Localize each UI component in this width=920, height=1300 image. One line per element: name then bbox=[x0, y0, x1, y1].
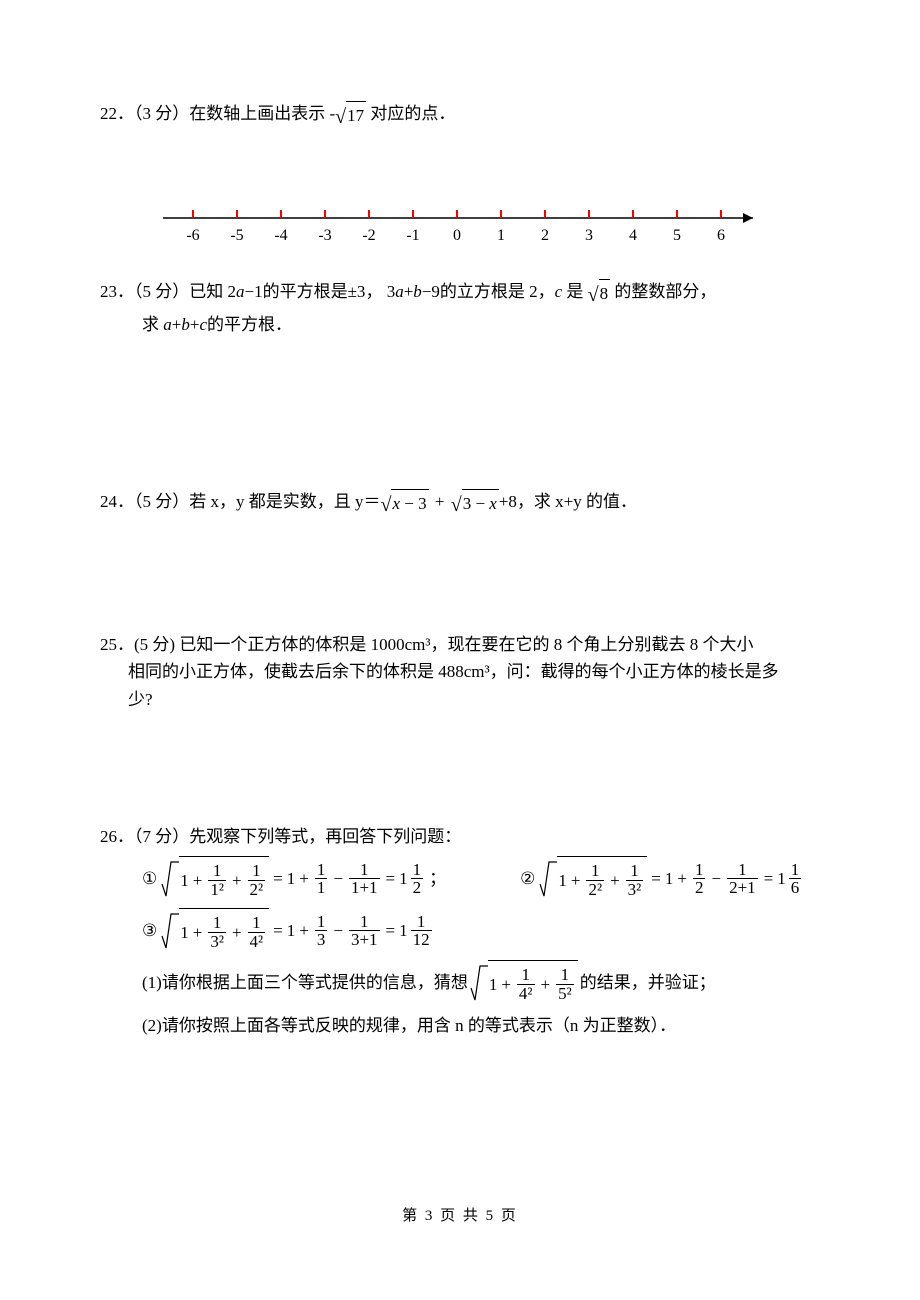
q24-seg2: ，求 x+y 的值． bbox=[517, 492, 637, 511]
q26-sub2: (2)请你按照上面各等式反映的规律，用含 n 的等式表示（n 为正整数）． bbox=[100, 1012, 825, 1039]
question-26: 26．（7 分）先观察下列等式，再回答下列问题： ① 1+ 11² + 12² … bbox=[100, 823, 825, 1039]
q26-sub1-label: (1) bbox=[142, 969, 162, 996]
svg-text:-1: -1 bbox=[406, 227, 419, 244]
q25-number: 25． bbox=[100, 635, 134, 654]
q26-sub1-before: 请你根据上面三个等式提供的信息，猜想 bbox=[162, 969, 468, 996]
sqrt-8: √8 bbox=[588, 279, 610, 311]
q24-plus: + bbox=[433, 492, 447, 511]
q26-sub1-after: 的结果，并验证； bbox=[580, 969, 716, 996]
q23-pm3: ±3 bbox=[348, 282, 366, 301]
q22-number: 22． bbox=[100, 104, 134, 123]
q23-c1: ， bbox=[365, 282, 382, 301]
q23-plus: + bbox=[404, 282, 414, 301]
q22-text: 22．（3 分）在数轴上画出表示 -√17 对应的点． bbox=[100, 100, 825, 133]
q24-seg1: 若 x，y 都是实数，且 y＝ bbox=[189, 492, 380, 511]
svg-text:5: 5 bbox=[673, 227, 681, 244]
eq2-sqrt: 1+ 12² + 13² bbox=[539, 856, 647, 902]
question-24: 24．（5 分）若 x，y 都是实数，且 y＝√x − 3 + √3 − x+8… bbox=[100, 488, 825, 521]
q26-sub1: (1)请你根据上面三个等式提供的信息，猜想 1+ 14² + 15² 的结果，并… bbox=[100, 960, 825, 1006]
number-line: -6 -5 -4 -3 -2 -1 0 1 2 3 4 5 6 bbox=[100, 188, 825, 258]
svg-text:-5: -5 bbox=[230, 227, 243, 244]
q25-t1: 已知一个正方体的体积是 1000cm³，现在要在它的 8 个角上分别截去 8 个… bbox=[175, 635, 753, 654]
question-22: 22．（3 分）在数轴上画出表示 -√17 对应的点． bbox=[100, 100, 825, 258]
q23-line1: 23．（5 分）已知 2a−1的平方根是±3， 3a+b−9的立方根是 2，c … bbox=[100, 278, 825, 311]
q26-number: 26． bbox=[100, 827, 134, 846]
q23-seg2: 的平方根是 bbox=[263, 282, 348, 301]
svg-text:-3: -3 bbox=[318, 227, 331, 244]
q24-tail: +8 bbox=[499, 492, 517, 511]
q25-line1: 25．(5 分) 已知一个正方体的体积是 1000cm³，现在要在它的 8 个角… bbox=[100, 631, 825, 658]
circ-1: ① bbox=[142, 865, 157, 892]
eq1-sqrt: 1+ 11² + 12² bbox=[161, 856, 269, 902]
q23-a: a bbox=[236, 282, 245, 301]
q23-sc: c bbox=[199, 315, 207, 334]
q22-points: （3 分） bbox=[134, 104, 189, 123]
q25-line2: 相同的小正方体，使截去后余下的体积是 488cm³，问：截得的每个小正方体的棱长… bbox=[100, 658, 825, 685]
eq3-sqrt: 1+ 13² + 14² bbox=[161, 908, 269, 954]
q23-sb: b bbox=[181, 315, 190, 334]
q23-seg4: 是 bbox=[562, 282, 588, 301]
q23-b: b bbox=[413, 282, 422, 301]
svg-text:0: 0 bbox=[453, 227, 461, 244]
q23-seg5: 的整数部分， bbox=[610, 282, 716, 301]
q23-a2: a bbox=[395, 282, 404, 301]
q26-sub2-label: (2) bbox=[142, 1016, 162, 1035]
svg-text:4: 4 bbox=[629, 227, 637, 244]
q24-number: 24． bbox=[100, 492, 134, 511]
number-line-svg: -6 -5 -4 -3 -2 -1 0 1 2 3 4 5 6 bbox=[153, 188, 773, 258]
question-25: 25．(5 分) 已知一个正方体的体积是 1000cm³，现在要在它的 8 个角… bbox=[100, 631, 825, 713]
q23-3: 3 bbox=[387, 282, 396, 301]
q26-row1: ① 1+ 11² + 12² =1+ 11 − 11+1 = 112 ； ② bbox=[142, 856, 825, 902]
question-23: 23．（5 分）已知 2a−1的平方根是±3， 3a+b−9的立方根是 2，c … bbox=[100, 278, 825, 338]
q23-sp1: + bbox=[172, 315, 182, 334]
q23-l2pre: 求 bbox=[142, 315, 163, 334]
q23-points: （5 分） bbox=[134, 282, 189, 301]
sqrt-x-3: √x − 3 bbox=[381, 489, 429, 521]
q23-l2post: 的平方根． bbox=[207, 315, 292, 334]
page-footer: 第 3 页 共 5 页 bbox=[0, 1204, 920, 1228]
svg-text:-2: -2 bbox=[362, 227, 375, 244]
q23-seg1: 已知 bbox=[189, 282, 227, 301]
q26-points: （7 分） bbox=[134, 827, 189, 846]
svg-text:1: 1 bbox=[497, 227, 505, 244]
q23-sa: a bbox=[163, 315, 172, 334]
svg-text:-6: -6 bbox=[186, 227, 199, 244]
circ-3: ③ bbox=[142, 917, 157, 944]
q23-m1: −1 bbox=[245, 282, 263, 301]
q26-sub2-text: 请你按照上面各等式反映的规律，用含 n 的等式表示（n 为正整数）． bbox=[162, 1016, 676, 1035]
q25-line3: 少? bbox=[100, 686, 825, 713]
q23-line2: 求 a+b+c的平方根． bbox=[100, 311, 825, 338]
q26-intro-text: 先观察下列等式，再回答下列问题： bbox=[189, 827, 461, 846]
q25-points: (5 分) bbox=[134, 635, 175, 654]
circ-2: ② bbox=[520, 865, 535, 892]
svg-text:-4: -4 bbox=[274, 227, 287, 244]
semicolon: ； bbox=[425, 865, 450, 892]
q24-line: 24．（5 分）若 x，y 都是实数，且 y＝√x − 3 + √3 − x+8… bbox=[100, 488, 825, 521]
q23-seg3: 的立方根是 2， bbox=[440, 282, 555, 301]
q23-2: 2 bbox=[228, 282, 237, 301]
exam-page: 22．（3 分）在数轴上画出表示 -√17 对应的点． bbox=[0, 0, 920, 1300]
q26-row2: ③ 1+ 13² + 14² =1+ 13 − 13+1 = 1112 bbox=[142, 908, 825, 954]
sqrt-17: √17 bbox=[335, 101, 366, 133]
q23-m9: −9 bbox=[422, 282, 440, 301]
sqrt-3-x: √3 − x bbox=[451, 489, 499, 521]
svg-text:3: 3 bbox=[585, 227, 593, 244]
svg-text:2: 2 bbox=[541, 227, 549, 244]
sub1-sqrt: 1+ 14² + 15² bbox=[470, 960, 578, 1006]
q26-intro: 26．（7 分）先观察下列等式，再回答下列问题： bbox=[100, 823, 825, 850]
q23-number: 23． bbox=[100, 282, 134, 301]
q23-sp2: + bbox=[190, 315, 200, 334]
q22-before: 在数轴上画出表示 bbox=[189, 104, 329, 123]
q22-after: 对应的点． bbox=[366, 104, 455, 123]
svg-text:6: 6 bbox=[717, 227, 725, 244]
q24-points: （5 分） bbox=[134, 492, 189, 511]
